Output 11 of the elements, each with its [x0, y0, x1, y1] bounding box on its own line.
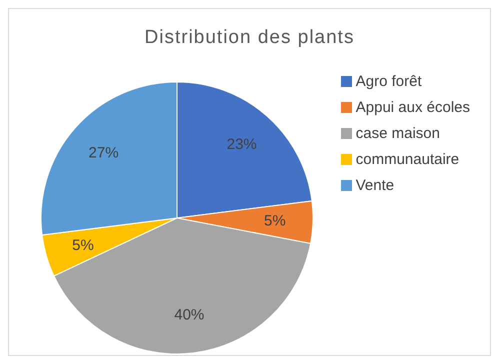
legend-label: Agro forêt: [356, 73, 422, 90]
legend-label: case maison: [356, 125, 440, 142]
legend-label: Vente: [356, 177, 394, 194]
data-label: 5%: [264, 212, 286, 230]
legend-label: communautaire: [356, 151, 460, 168]
data-label: 27%: [88, 144, 119, 162]
data-label: 23%: [226, 136, 257, 154]
chart-title: Distribution des plants: [144, 27, 356, 49]
data-label: 5%: [72, 236, 94, 254]
legend-label: Appui aux écoles: [356, 99, 470, 116]
data-label: 40%: [174, 306, 204, 324]
